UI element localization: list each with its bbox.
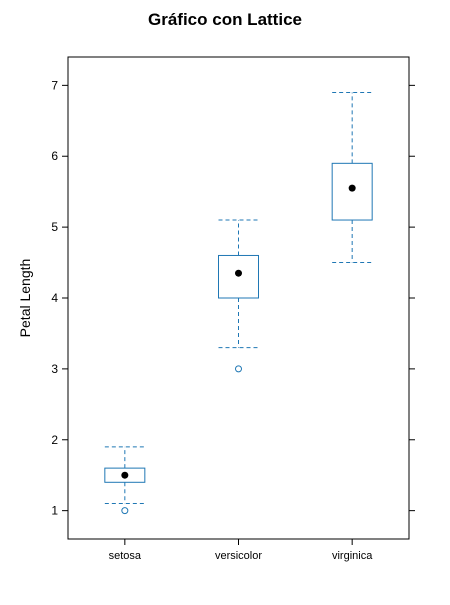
x-tick-label: versicolor [215, 550, 262, 562]
y-tick-label: 2 [51, 433, 58, 447]
y-tick-label: 5 [51, 220, 58, 234]
y-axis-label: Petal Length [17, 259, 33, 338]
box-setosa [104, 467, 146, 483]
box-versicolor [218, 254, 259, 299]
outlier-point [121, 507, 129, 515]
y-tick-label: 6 [51, 149, 58, 163]
x-tick-label: virginica [332, 550, 373, 562]
marks-layer: 1 2 3 4 5 6 7 setosa versicolor virginica [51, 78, 415, 562]
box-virginica [331, 162, 373, 221]
y-tick-label: 7 [51, 78, 58, 92]
x-tick-label: setosa [109, 550, 142, 562]
chart-title: Gráfico con Lattice [148, 10, 302, 29]
outlier-point [235, 365, 242, 373]
median-dot [121, 471, 129, 479]
y-tick-label: 4 [51, 291, 58, 305]
median-dot [235, 269, 242, 277]
y-tick-label: 3 [51, 362, 58, 376]
median-dot [348, 184, 356, 192]
y-tick-label: 1 [51, 504, 58, 518]
